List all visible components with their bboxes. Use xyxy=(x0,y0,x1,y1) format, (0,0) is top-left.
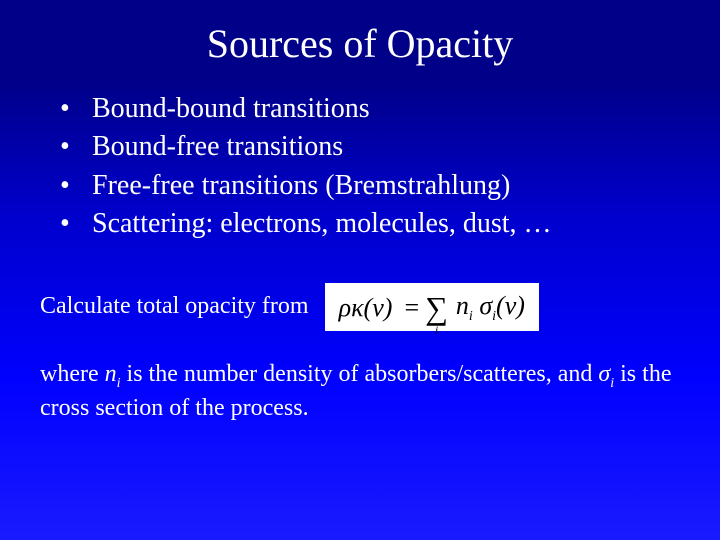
n-symbol: n xyxy=(456,291,469,320)
sum-index: i xyxy=(435,324,438,336)
formula-lhs: ρκ(ν) xyxy=(339,293,393,323)
bullet-item: Bound-bound transitions xyxy=(60,91,680,127)
footnote-text: where ni is the number density of absorb… xyxy=(40,359,680,424)
sum-glyph: ∑ xyxy=(425,290,448,326)
n-symbol: n xyxy=(105,361,117,387)
bullet-list: Bound-bound transitions Bound-free trans… xyxy=(60,91,680,243)
formula-rhs: ni σi(ν) xyxy=(456,291,525,325)
paren-open: ( xyxy=(364,293,373,322)
n-subscript: i xyxy=(469,309,473,324)
slide-title: Sources of Opacity xyxy=(40,20,680,67)
sum-symbol: ∑ i xyxy=(425,292,448,324)
calculation-row: Calculate total opacity from ρκ(ν) = ∑ i… xyxy=(40,283,680,331)
bullet-item: Bound-free transitions xyxy=(60,129,680,165)
sigma-symbol: σ xyxy=(479,291,492,320)
calc-label: Calculate total opacity from xyxy=(40,293,309,320)
sigma-symbol: σ xyxy=(598,361,610,387)
equals-sign: = xyxy=(404,293,419,323)
nu-symbol: ν xyxy=(505,291,517,320)
nu-symbol: ν xyxy=(372,293,384,322)
footnote-mid: is the number density of absorbers/scatt… xyxy=(121,361,599,387)
footnote-pre: where xyxy=(40,361,105,387)
formula-box: ρκ(ν) = ∑ i ni σi(ν) xyxy=(325,283,539,331)
kappa-symbol: κ xyxy=(351,293,363,322)
paren-close: ) xyxy=(384,293,393,322)
bullet-item: Free-free transitions (Bremstrahlung) xyxy=(60,168,680,204)
rho-symbol: ρ xyxy=(339,293,351,322)
paren-close: ) xyxy=(516,291,525,320)
bullet-item: Scattering: electrons, molecules, dust, … xyxy=(60,206,680,242)
paren-open: ( xyxy=(496,291,505,320)
